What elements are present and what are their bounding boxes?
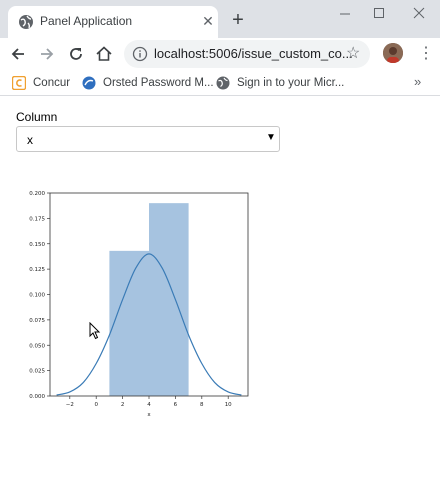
browser-titlebar: Panel Application ✕ + <box>0 0 440 38</box>
browser-tab[interactable]: Panel Application ✕ <box>8 6 218 38</box>
y-tick-label: 0.075 <box>29 318 45 324</box>
info-icon[interactable] <box>132 46 148 62</box>
histogram-bar <box>109 250 149 396</box>
close-icon[interactable]: ✕ <box>202 13 214 29</box>
y-tick-label: 0.100 <box>29 293 45 299</box>
y-tick-label: 0.150 <box>29 242 45 248</box>
x-tick-label: −2 <box>66 402 74 408</box>
reload-icon[interactable] <box>66 44 86 64</box>
bookmark-concur[interactable]: Concur <box>12 75 70 91</box>
globe-icon <box>19 15 33 29</box>
x-tick-label: 0 <box>94 402 98 408</box>
browser-toolbar: localhost:5006/issue_custom_co... ☆ ⋮ <box>0 38 440 70</box>
arrow-right-icon[interactable] <box>37 44 57 64</box>
minimize-icon[interactable] <box>330 4 360 24</box>
home-icon[interactable] <box>94 44 114 64</box>
column-select[interactable]: x ▼ <box>16 126 280 152</box>
window-close-icon[interactable] <box>404 4 434 24</box>
bookmarks-bar: Concur Orsted Password M... Sign in to y… <box>0 70 440 96</box>
histogram-bar <box>149 203 189 396</box>
url-text[interactable]: localhost:5006/issue_custom_co... <box>154 46 353 61</box>
y-tick-label: 0.125 <box>29 267 45 273</box>
arrow-left-icon[interactable] <box>8 44 28 64</box>
maximize-icon[interactable] <box>364 4 394 24</box>
bookmark-label: Sign in to your Micr... <box>237 77 345 89</box>
x-tick-label: 8 <box>200 402 204 408</box>
address-bar[interactable]: localhost:5006/issue_custom_co... ☆ <box>124 40 370 68</box>
avatar[interactable] <box>383 43 403 63</box>
bookmark-sign-in[interactable]: Sign in to your Micr... <box>216 75 344 91</box>
x-tick-label: 6 <box>174 402 178 408</box>
y-tick-label: 0.200 <box>29 191 45 197</box>
globe-icon <box>216 76 230 90</box>
mouse-cursor-icon <box>89 322 101 340</box>
bookmark-label: Orsted Password M... <box>103 77 214 89</box>
bookmark-label: Concur <box>33 77 71 89</box>
password-icon <box>82 76 96 90</box>
plus-icon[interactable]: + <box>232 9 244 31</box>
select-label: Column <box>16 110 58 124</box>
kde-line <box>56 253 242 396</box>
chevron-down-icon: ▼ <box>266 132 276 143</box>
x-tick-label: 4 <box>147 402 151 408</box>
y-tick-label: 0.175 <box>29 216 45 222</box>
x-axis-label: x <box>147 412 151 418</box>
star-icon[interactable]: ☆ <box>346 45 361 62</box>
tab-title: Panel Application <box>40 14 133 28</box>
x-tick-label: 10 <box>225 402 232 408</box>
bookmark-orsted-password[interactable]: Orsted Password M... <box>82 75 214 91</box>
bookmarks-more-button[interactable]: » <box>414 74 422 89</box>
y-tick-label: 0.050 <box>29 343 45 349</box>
y-tick-label: 0.025 <box>29 369 45 375</box>
page-content: Column x ▼ 0.000 0.025 0.050 0.075 0.100 0.12… <box>0 97 440 480</box>
histogram-chart: 0.000 0.025 0.050 0.075 0.100 0.125 0.150 0.175… <box>29 191 249 418</box>
kebab-menu-icon[interactable]: ⋮ <box>418 45 434 62</box>
x-tick-label: 2 <box>121 402 125 408</box>
concur-icon <box>12 76 26 90</box>
select-value: x <box>27 133 33 147</box>
y-tick-label: 0.000 <box>29 394 45 400</box>
